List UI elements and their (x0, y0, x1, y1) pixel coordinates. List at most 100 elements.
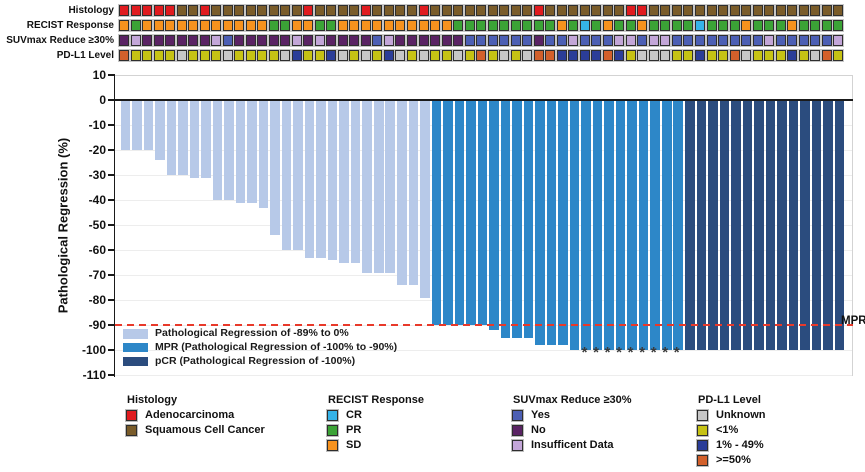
recist-marker (279, 19, 292, 32)
waterfall-bar (477, 101, 488, 325)
histology-marker (429, 4, 442, 17)
pdl1-marker (290, 49, 303, 62)
asterisk-marker: * (662, 344, 669, 361)
suvmax-marker (152, 34, 165, 47)
asterisk-marker: * (593, 344, 599, 361)
histology-marker (521, 4, 534, 17)
suvmax-marker (302, 34, 315, 47)
suvmax-marker (601, 34, 614, 47)
waterfall-bar (512, 101, 522, 338)
pdl1-marker (175, 49, 188, 62)
pdl1-marker (797, 49, 810, 62)
suvmax-marker (187, 34, 200, 47)
histology-marker (267, 4, 280, 17)
histology-marker (129, 4, 142, 17)
suvmax-marker (740, 34, 753, 47)
pdl1-marker (786, 49, 799, 62)
legend-group-title: RECIST Response (328, 394, 424, 406)
suvmax-marker (290, 34, 303, 47)
pdl1-marker (452, 49, 465, 62)
y-tick-mark (108, 124, 115, 126)
suvmax-marker (567, 34, 580, 47)
histology-marker (728, 4, 741, 17)
suvmax-marker (406, 34, 418, 47)
suvmax-marker (382, 34, 395, 47)
pdl1-marker (636, 49, 649, 62)
waterfall-bar (166, 101, 177, 175)
suvmax-marker (210, 34, 223, 47)
y-tick-label: -70 (88, 268, 106, 282)
suvmax-marker (636, 34, 649, 47)
recist-marker (198, 19, 211, 32)
pdl1-marker (417, 49, 430, 62)
pdl1-marker (141, 49, 154, 62)
legend-item-label: Unknown (716, 409, 766, 421)
recist-marker (578, 19, 591, 32)
recist-marker (429, 19, 442, 32)
waterfall-bar (489, 101, 499, 330)
gridline (115, 349, 853, 351)
pdl1-marker (647, 49, 660, 62)
pdl1-marker (302, 49, 315, 62)
histology-marker (141, 4, 154, 17)
suvmax-marker (221, 34, 234, 47)
histology-marker (175, 4, 188, 17)
legend-swatch (125, 424, 138, 437)
waterfall-bar (719, 101, 730, 350)
histology-marker (786, 4, 799, 17)
recist-marker (417, 19, 430, 32)
suvmax-marker (786, 34, 799, 47)
recist-marker (164, 19, 177, 32)
histology-marker (244, 4, 257, 17)
pdl1-marker (774, 49, 787, 62)
waterfall-bar (132, 101, 142, 150)
recist-marker (406, 19, 418, 32)
histology-marker (371, 4, 384, 17)
recist-marker (774, 19, 787, 32)
histology-marker (164, 4, 177, 17)
recist-marker (786, 19, 799, 32)
plot-legend-swatch (123, 356, 148, 367)
suvmax-marker (141, 34, 154, 47)
pdl1-marker (728, 49, 741, 62)
pdl1-marker (313, 49, 326, 62)
waterfall-bar (270, 101, 280, 235)
legend-group-title: Histology (127, 394, 178, 406)
suvmax-marker (267, 34, 280, 47)
asterisk-marker: * (581, 344, 588, 361)
recist-marker (567, 19, 580, 32)
histology-marker (256, 4, 269, 17)
legend-swatch (326, 424, 339, 437)
histology-marker (152, 4, 165, 17)
legend-swatch (696, 439, 709, 452)
plot-legend-label: pCR (Pathological Regression of -100%) (155, 354, 356, 367)
recist-marker (613, 19, 626, 32)
suvmax-marker (820, 34, 833, 47)
y-tick-label: -80 (88, 293, 106, 307)
suvmax-marker (256, 34, 269, 47)
suvmax-marker (705, 34, 718, 47)
legend-group-title: SUVmax Reduce ≥30% (513, 394, 632, 406)
pdl1-marker (406, 49, 418, 62)
waterfall-bar (454, 101, 465, 325)
pdl1-marker (359, 49, 372, 62)
y-axis-line (113, 75, 115, 377)
pdl1-marker (118, 49, 130, 62)
asterisk-marker: * (639, 344, 646, 361)
legend-item-label: No (531, 424, 546, 436)
pdl1-marker (279, 49, 292, 62)
pdl1-marker (164, 49, 177, 62)
histology-marker (694, 4, 706, 17)
histology-marker (670, 4, 683, 17)
waterfall-bar (293, 101, 303, 250)
pdl1-marker (659, 49, 672, 62)
waterfall-bar (650, 101, 660, 350)
pdl1-marker (624, 49, 637, 62)
waterfall-bar (823, 101, 833, 350)
suvmax-marker (728, 34, 741, 47)
histology-marker (797, 4, 810, 17)
recist-track-label: RECIST Response (26, 19, 114, 31)
suvmax-marker (118, 34, 130, 47)
recist-marker (382, 19, 395, 32)
recist-marker (336, 19, 349, 32)
